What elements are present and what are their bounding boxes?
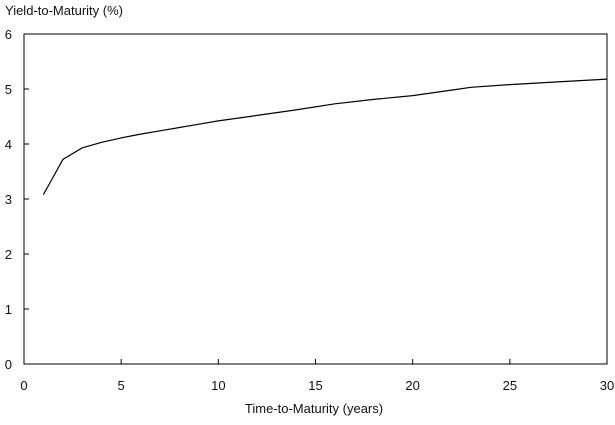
yield-curve-line xyxy=(42,78,608,195)
x-tick-label: 0 xyxy=(20,378,27,393)
x-tick-label: 25 xyxy=(503,378,517,393)
y-tick-label: 2 xyxy=(5,247,12,262)
y-tick-label: 4 xyxy=(5,137,12,152)
x-tick-label: 5 xyxy=(118,378,125,393)
y-tick-label: 1 xyxy=(5,302,12,317)
x-tick-label: 30 xyxy=(600,378,614,393)
x-axis-title: Time-to-Maturity (years) xyxy=(245,401,383,416)
x-axis-ticks: 0 5 10 15 20 25 30 xyxy=(20,359,614,393)
x-tick-label: 10 xyxy=(211,378,225,393)
y-axis-ticks: 0 1 2 3 4 5 6 xyxy=(5,27,29,372)
y-tick-label: 0 xyxy=(5,357,12,372)
y-axis-title: Yield-to-Maturity (%) xyxy=(5,3,123,18)
y-tick-label: 5 xyxy=(5,82,12,97)
x-tick-label: 15 xyxy=(308,378,322,393)
y-tick-label: 3 xyxy=(5,192,12,207)
y-tick-label: 6 xyxy=(5,27,12,42)
x-tick-label: 20 xyxy=(405,378,419,393)
